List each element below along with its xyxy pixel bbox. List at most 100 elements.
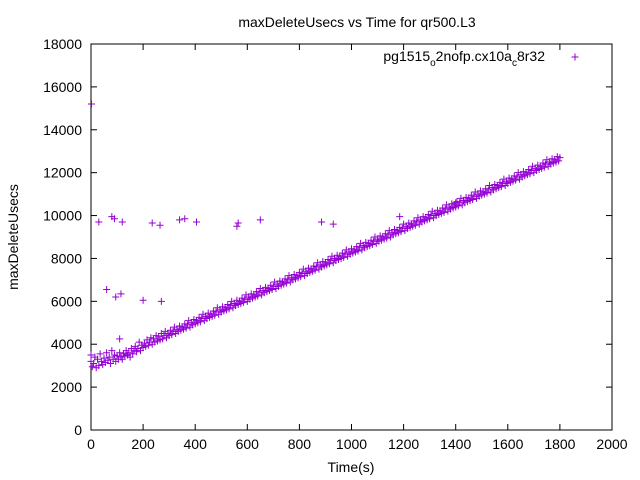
data-point [234,219,242,227]
data-point [110,215,118,223]
legend-label-part: pg1515 [383,48,430,64]
data-point [340,253,348,261]
data-point [116,349,124,357]
x-tick-label: 1200 [388,436,419,452]
data-point [94,355,102,363]
y-tick-label: 14000 [43,122,82,138]
data-point [103,349,111,357]
data-point [176,216,184,224]
data-point [125,349,133,357]
data-point [354,247,362,255]
data-point [397,228,405,236]
data-point [133,348,141,356]
data-point [181,215,189,223]
data-point [297,273,305,281]
data-point [156,221,164,229]
data-point [168,331,176,339]
data-point [108,347,116,355]
data-point [318,218,326,226]
y-tick-label: 2000 [51,379,82,395]
y-tick-label: 4000 [51,336,82,352]
y-tick-label: 10000 [43,208,82,224]
data-point [148,219,156,227]
data-point [193,218,201,226]
legend-marker-symbol [571,53,579,61]
data-point [329,220,337,228]
x-tick-label: 0 [87,436,95,452]
y-tick-label: 6000 [51,293,82,309]
data-point [129,350,137,358]
data-point [107,360,115,368]
data-point [426,215,434,223]
data-point [159,335,167,343]
data-point [282,279,290,287]
data-point [254,292,262,300]
plot-area: 0 200 400 600 800 1000 1200 1400 1600 1800 2000 0 2… [43,36,628,452]
data-point [540,163,548,171]
data-point [105,353,113,361]
data-point [256,216,264,224]
x-tick-label: 600 [236,436,260,452]
chart-title: maxDeleteUsecs vs Time for qr500.L3 [238,14,476,30]
data-point [411,221,419,229]
data-point [311,266,319,274]
x-tick-label: 400 [184,436,208,452]
legend-label: pg1515o2nofp.cx10ac8r32 [383,48,545,69]
x-tick-label: 800 [288,436,312,452]
x-tick-label: 1600 [492,436,523,452]
data-point [87,351,95,359]
data-point [497,183,505,191]
data-point [268,286,276,294]
data-point [556,154,564,162]
data-point [440,208,448,216]
y-tick-label: 8000 [51,250,82,266]
x-tick-label: 1800 [544,436,575,452]
data-point [196,318,204,326]
data-point [452,199,460,207]
x-tick-label: 1000 [336,436,367,452]
y-tick-label: 0 [74,422,82,438]
data-point [90,360,98,368]
legend-label-part: 8r32 [517,48,545,64]
data-point [182,324,190,332]
x-tick-label: 2000 [596,436,627,452]
legend-label-subscript: o [430,58,436,69]
data-point [325,260,333,268]
legend-label-subscript: c [512,58,517,69]
data-point [469,195,477,203]
data-point [100,354,108,362]
data-point [526,170,534,178]
data-point [88,100,96,108]
data-point [555,157,563,165]
x-tick-label: 1400 [440,436,471,452]
x-axis-label: Time(s) [328,459,375,475]
data-point [118,218,126,226]
data-point [396,213,404,221]
y-axis-label: maxDeleteUsecs [5,184,21,290]
data-point [512,176,520,184]
y-axis: 0 2000 4000 6000 8000 10000 12000 14000 16000 180… [43,36,612,438]
data-point [211,311,219,319]
data-point [483,189,491,197]
data-point [116,335,124,343]
y-tick-label: 12000 [43,165,82,181]
data-point [368,241,376,249]
legend-marker [571,53,579,61]
data-points [87,100,564,372]
legend: pg1515o2nofp.cx10ac8r32 [383,48,579,69]
data-point [225,305,233,313]
data-point [95,218,103,226]
y-tick-label: 18000 [43,36,82,52]
data-point [112,293,120,301]
plot-frame [90,43,613,431]
data-point [139,296,147,304]
data-point [103,286,111,294]
data-point [383,234,391,242]
y-tick-label: 16000 [43,79,82,95]
data-point [239,298,247,306]
data-point [117,290,125,298]
data-point [157,297,165,305]
legend-label-part: 2nofp.cx10a [436,48,512,64]
x-tick-label: 200 [131,436,155,452]
